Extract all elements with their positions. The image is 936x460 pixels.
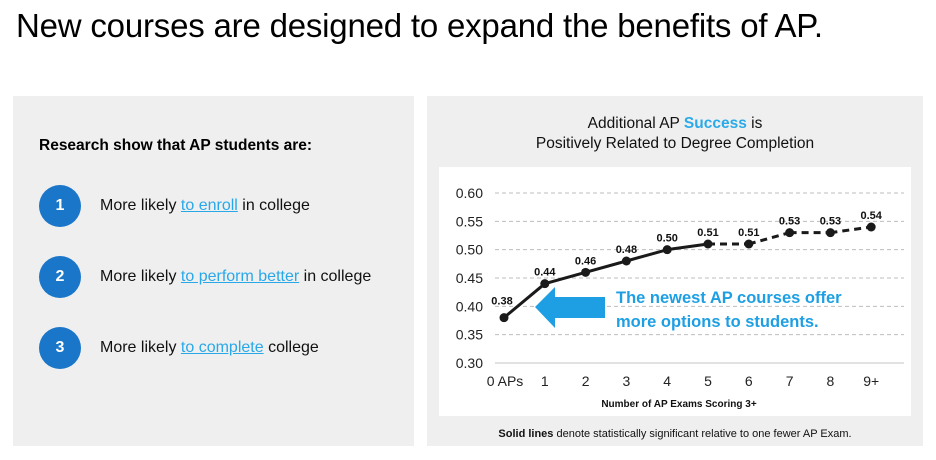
x-axis-ticks: 0 APs 1 2 3 4 5 6 7 8 9+ (487, 373, 879, 389)
data-point (621, 256, 631, 266)
solid-segment (666, 242, 709, 252)
chart-footnote: Solid lines denote statistically signifi… (427, 428, 923, 440)
research-panel: Research show that AP students are: 1 Mo… (13, 96, 414, 446)
benefit-item-complete: 3 More likely to complete college (39, 327, 319, 369)
data-labels: 0.38 0.44 0.46 0.48 0.50 0.51 0.51 0.53 0.53 0.54 (491, 210, 882, 308)
data-point (499, 313, 509, 323)
annotation-line2: more options to students. (616, 313, 819, 331)
series-lines (503, 225, 872, 319)
chart-title: Additional AP Success is Positively Rela… (427, 114, 923, 154)
y-axis-ticks: 0.30 0.35 0.40 0.45 0.50 0.55 0.60 (456, 185, 483, 371)
footnote-bold: Solid lines (498, 428, 554, 440)
dashed-segment (830, 225, 872, 235)
x-tick-label: 4 (663, 373, 671, 389)
x-axis-label: Number of AP Exams Scoring 3+ (601, 399, 756, 410)
link-to-enroll[interactable]: to enroll (180, 197, 238, 214)
gridlines (495, 192, 904, 364)
data-label: 0.51 (738, 227, 759, 239)
benefit-prefix: More likely (100, 268, 181, 285)
benefit-text: More likely to enroll in college (100, 197, 310, 215)
y-tick-label: 0.45 (456, 270, 483, 286)
x-tick-label: 3 (623, 373, 631, 389)
x-tick-label: 0 APs (487, 373, 524, 389)
data-point (662, 245, 672, 255)
benefit-text: More likely to perform better in college (100, 268, 371, 286)
data-point (785, 228, 795, 238)
data-label: 0.38 (491, 296, 512, 308)
data-point (744, 239, 754, 249)
benefit-item-enroll: 1 More likely to enroll in college (39, 185, 310, 227)
x-tick-label: 1 (541, 373, 549, 389)
solid-segment (503, 282, 546, 319)
benefit-text: More likely to complete college (100, 339, 319, 357)
solid-segment (585, 259, 627, 274)
data-point (825, 228, 835, 238)
x-tick-label: 5 (704, 373, 712, 389)
benefit-prefix: More likely (100, 197, 181, 214)
data-point (581, 267, 591, 277)
benefit-item-perform: 2 More likely to perform better in colle… (39, 256, 371, 298)
x-tick-label: 7 (786, 373, 794, 389)
data-label: 0.44 (534, 267, 556, 279)
data-label: 0.50 (656, 233, 677, 245)
data-label: 0.53 (820, 216, 841, 228)
number-badge-2: 2 (39, 256, 81, 298)
data-point (540, 279, 550, 289)
number-badge-3: 3 (39, 327, 81, 369)
solid-segment (544, 270, 587, 286)
data-point (703, 239, 713, 249)
chart-title-text: Additional AP (587, 115, 684, 132)
y-tick-label: 0.60 (456, 185, 483, 201)
line-chart: 0.30 0.35 0.40 0.45 0.50 0.55 0.60 0 APs 1 2 3 4 5 6… (456, 185, 904, 410)
plot-area: 0.30 0.35 0.40 0.45 0.50 0.55 0.60 0 APs 1 2 3 4 5 6… (439, 167, 911, 416)
data-label: 0.46 (575, 255, 596, 267)
y-tick-label: 0.50 (456, 242, 483, 258)
x-tick-label: 8 (827, 373, 835, 389)
chart-title-highlight: Success (683, 115, 747, 132)
page-headline: New courses are designed to expand the b… (16, 7, 823, 44)
solid-segment (625, 248, 668, 263)
data-point (866, 222, 876, 232)
x-tick-label: 9+ (863, 373, 879, 389)
data-label: 0.54 (860, 210, 882, 222)
y-tick-label: 0.30 (456, 355, 483, 371)
footnote-text: denote statistically significant relativ… (553, 428, 852, 440)
benefit-suffix: in college (237, 197, 310, 214)
data-label: 0.48 (616, 244, 637, 256)
data-label: 0.51 (697, 227, 718, 239)
x-tick-label: 6 (745, 373, 753, 389)
research-heading: Research show that AP students are: (39, 137, 313, 154)
chart-title-line1: Additional AP Success is (427, 114, 923, 134)
link-to-perform-better[interactable]: to perform better (180, 268, 300, 285)
benefit-suffix: college (263, 339, 319, 356)
number-badge-1: 1 (39, 185, 81, 227)
data-label: 0.53 (779, 216, 800, 228)
link-to-complete[interactable]: to complete (180, 339, 264, 356)
chart-title-line2: Positively Related to Degree Completion (535, 135, 815, 152)
x-tick-label: 2 (582, 373, 590, 389)
y-tick-label: 0.40 (456, 298, 483, 314)
y-tick-label: 0.35 (456, 327, 483, 343)
benefit-suffix: in college (299, 268, 372, 285)
chart-title-text: is (746, 115, 763, 132)
series-points (499, 222, 876, 323)
benefit-prefix: More likely (100, 339, 181, 356)
left-arrow-icon (535, 287, 605, 328)
y-tick-label: 0.55 (456, 213, 483, 229)
chart-panel: Additional AP Success is Positively Rela… (427, 96, 923, 446)
annotation-line1: The newest AP courses offer (616, 289, 842, 307)
annotation-arrow-group (535, 287, 605, 328)
